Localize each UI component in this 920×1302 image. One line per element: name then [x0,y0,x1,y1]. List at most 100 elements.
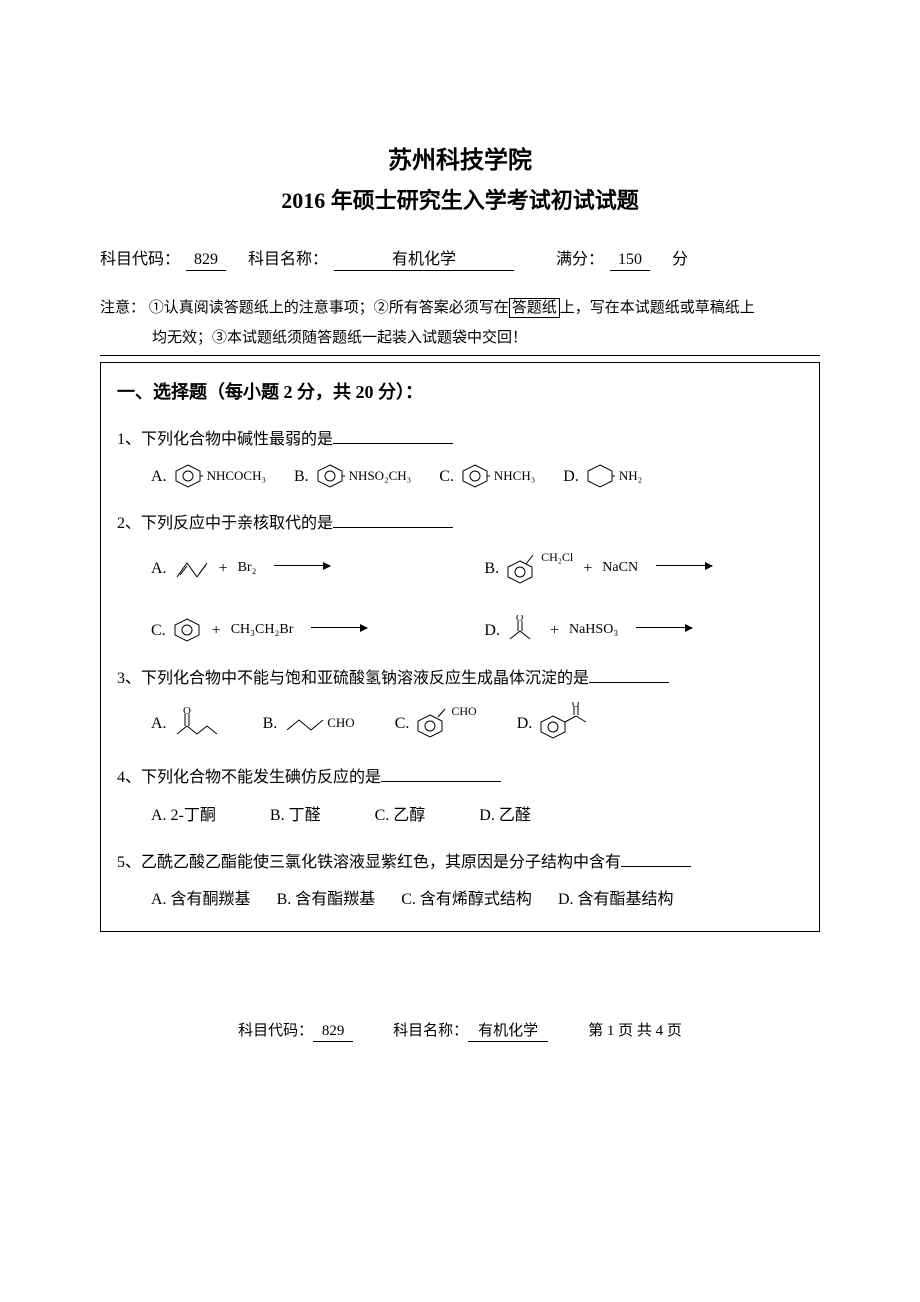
course-name: 有机化学 [334,245,514,271]
score-label: 满分： [556,245,604,269]
q4-options: A. 2-丁酮 B. 丁醛 C. 乙醇 D. 乙醛 [117,802,803,829]
q2-b-substituent: CH₂Cl [541,547,573,567]
q1-d-text: NH₂ [619,465,642,487]
q4-opt-b: B. 丁醛 [270,802,321,829]
q3-stem: 3、下列化合物中不能与饱和亚硫酸氢钠溶液反应生成晶体沉淀的是 [117,665,803,692]
course-code: 829 [186,251,226,271]
q4-stem: 4、下列化合物不能发生碘仿反应的是 [117,764,803,791]
benzene-icon [172,617,202,643]
q3-opt-c: C. CHO [395,703,477,743]
q5-stem-text: 5、乙酰乙酸乙酯能使三氯化铁溶液显紫红色，其原因是分子结构中含有 [117,854,621,871]
butanone-icon: O [173,706,223,740]
q1-b-label: B. [294,463,309,490]
arrow-icon [274,565,330,566]
q1-opt-c: C. NHCH₃ [439,463,535,490]
propanal-chain-icon [283,710,329,736]
content-box: 一、选择题（每小题 2 分，共 20 分）： 1、下列化合物中碱性最弱的是 A.… [100,362,820,932]
footer-name-value: 有机化学 [468,1019,548,1042]
benzene-icon [173,463,203,489]
question-4: 4、下列化合物不能发生碘仿反应的是 A. 2-丁酮 B. 丁醛 C. 乙醇 D.… [117,764,803,828]
plus-icon: + [550,617,559,644]
q5-opt-d: D. 含有酯基结构 [558,886,674,913]
svg-text:O: O [516,615,523,624]
q2-c-label: C. [151,617,166,644]
q3-d-label: D. [517,710,533,737]
q2-blank [333,512,453,528]
question-3: 3、下列化合物中不能与饱和亚硫酸氢钠溶液反应生成晶体沉淀的是 A. O B. [117,665,803,744]
q1-options: A. NHCOCH₃ B. NHSO₂CH₃ C. NHCH₃ D. [117,463,803,490]
question-5: 5、乙酰乙酸乙酯能使三氯化铁溶液显紫红色，其原因是分子结构中含有 A. 含有酮羰… [117,849,803,913]
q3-a-label: A. [151,710,167,737]
q2-stem: 2、下列反应中于亲核取代的是 [117,510,803,537]
arrow-icon [311,627,367,628]
exam-page: 苏州科技学院 2016 年硕士研究生入学考试初试试题 科目代码： 829 科目名… [0,0,920,1302]
q5-options: A. 含有酮羰基 B. 含有酯羰基 C. 含有烯醇式结构 D. 含有酯基结构 [117,886,803,913]
meta-row: 科目代码： 829 科目名称： 有机化学 满分： 150 分 [100,245,820,271]
arrow-icon [656,565,712,566]
q5-stem: 5、乙酰乙酸乙酯能使三氯化铁溶液显紫红色，其原因是分子结构中含有 [117,849,803,876]
q2-b-reagent: NaCN [602,556,638,580]
q3-opt-a: A. O [151,706,223,740]
q1-a-text: NHCOCH₃ [207,465,266,487]
notice-boxed: 答题纸 [509,298,560,318]
q3-opt-b: B. CHO [263,710,355,737]
q1-stem-text: 1、下列化合物中碱性最弱的是 [117,431,333,448]
exam-title: 2016 年硕士研究生入学考试初试试题 [100,183,820,215]
q1-blank [333,428,453,444]
q3-opt-d: D. O [517,702,593,744]
notice-1a: ①认真阅读答题纸上的注意事项；②所有答案必须写在 [149,300,509,316]
footer-page-number: 第 1 页 共 4 页 [588,1019,682,1042]
footer-code-value: 829 [313,1023,353,1042]
q2-options: A. + Br₂ B. [117,547,803,645]
svg-text:O: O [183,706,191,717]
benzene-icon [460,463,490,489]
q4-opt-a: A. 2-丁酮 [151,802,216,829]
question-1: 1、下列化合物中碱性最弱的是 A. NHCOCH₃ B. NHSO₂CH₃ C.… [117,426,803,490]
notice-line-2: 均无效；③本试题纸须随答题纸一起装入试题袋中交回！ [100,323,820,356]
q4-opt-c: C. 乙醇 [375,802,426,829]
q2-stem-text: 2、下列反应中于亲核取代的是 [117,515,333,532]
q2-d-reagent: NaHSO₃ [569,618,618,642]
section-1-heading: 一、选择题（每小题 2 分，共 20 分）： [117,377,803,408]
q4-blank [381,766,501,782]
q5-opt-c: C. 含有烯醇式结构 [401,886,532,913]
plus-icon: + [212,617,221,644]
q3-b-label: B. [263,710,278,737]
diene-icon [173,553,209,583]
q5-opt-a: A. 含有酮羰基 [151,886,251,913]
q2-d-label: D. [484,617,500,644]
q2-opt-b: B. CH₂Cl + NaCN [484,547,777,589]
q1-opt-a: A. NHCOCH₃ [151,463,266,490]
q3-options: A. O B. CHO C. [117,702,803,744]
name-label: 科目名称： [248,245,328,269]
notice-block: 注意： ①认真阅读答题纸上的注意事项；②所有答案必须写在答题纸上，写在本试题纸或… [100,293,820,356]
footer-code-label: 科目代码： [238,1023,313,1039]
q1-c-label: C. [439,463,454,490]
footer-name-label: 科目名称： [393,1023,468,1039]
acetophenone-icon: O [538,702,592,744]
q3-c-text: CHO [451,701,476,721]
notice-line-1: 注意： ①认真阅读答题纸上的注意事项；②所有答案必须写在答题纸上，写在本试题纸或… [100,293,820,323]
question-2: 2、下列反应中于亲核取代的是 A. + Br₂ [117,510,803,645]
notice-1b: 上，写在本试题纸或草稿纸上 [560,300,755,316]
q1-c-text: NHCH₃ [494,465,535,487]
q2-a-reagent: Br₂ [238,556,257,580]
arrow-icon [636,627,692,628]
institution-name: 苏州科技学院 [100,140,820,175]
q5-opt-b: B. 含有酯羰基 [277,886,376,913]
footer-code: 科目代码：829 [238,1019,353,1042]
q1-opt-b: B. NHSO₂CH₃ [294,463,411,490]
q3-blank [589,667,669,683]
q1-b-text: NHSO₂CH₃ [349,465,412,487]
benzaldehyde-icon [415,703,455,743]
full-score: 150 [610,251,650,271]
q4-stem-text: 4、下列化合物不能发生碘仿反应的是 [117,769,381,786]
svg-text:O: O [572,702,579,710]
q3-stem-text: 3、下列化合物中不能与饱和亚硫酸氢钠溶液反应生成晶体沉淀的是 [117,670,589,687]
cyclohexane-icon [585,463,615,489]
footer-name: 科目名称：有机化学 [393,1019,548,1042]
q1-opt-d: D. NH₂ [563,463,642,490]
q1-stem: 1、下列化合物中碱性最弱的是 [117,426,803,453]
q2-opt-d: D. O + NaHSO₃ [484,615,777,645]
q1-a-label: A. [151,463,167,490]
